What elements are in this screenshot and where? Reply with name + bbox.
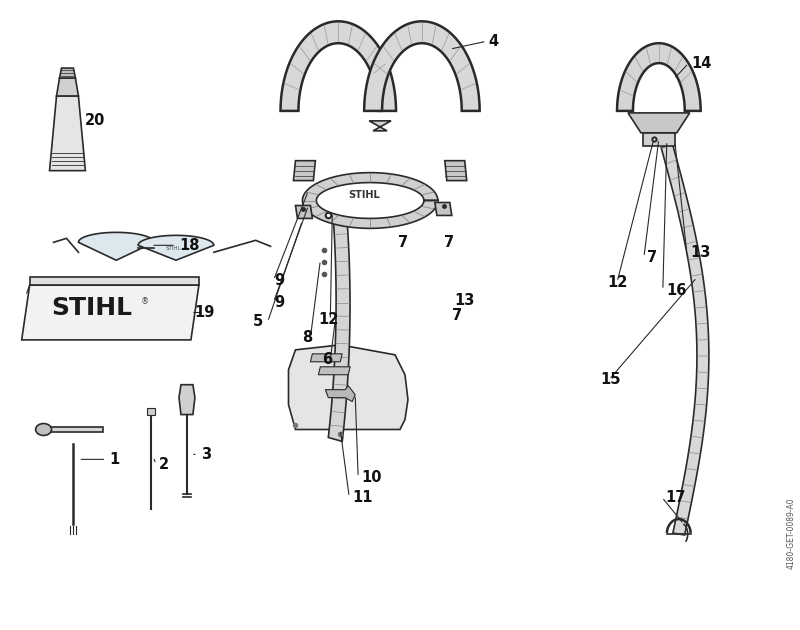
Polygon shape: [57, 78, 78, 96]
Text: 4: 4: [489, 34, 498, 49]
Text: 2: 2: [159, 457, 169, 472]
Polygon shape: [179, 385, 195, 415]
Text: 9: 9: [274, 273, 285, 288]
Text: 20: 20: [84, 113, 105, 129]
Text: 3: 3: [201, 447, 211, 462]
Text: 7: 7: [452, 307, 462, 323]
Polygon shape: [445, 161, 466, 181]
Polygon shape: [59, 68, 75, 78]
Text: 12: 12: [318, 312, 338, 328]
Polygon shape: [643, 133, 674, 146]
Text: STIHL: STIHL: [166, 246, 182, 251]
Polygon shape: [328, 219, 350, 442]
Polygon shape: [295, 205, 312, 219]
Text: STIHL: STIHL: [51, 295, 133, 319]
Text: 11: 11: [352, 490, 373, 505]
Text: 10: 10: [361, 470, 382, 484]
Polygon shape: [22, 285, 199, 340]
Text: 4180-GET-0089-A0: 4180-GET-0089-A0: [786, 497, 796, 569]
Polygon shape: [281, 21, 396, 111]
Text: 14: 14: [692, 55, 712, 71]
Text: ®: ®: [141, 297, 150, 307]
Text: 13: 13: [454, 292, 475, 307]
Polygon shape: [628, 113, 690, 133]
Polygon shape: [30, 277, 199, 285]
Text: 8: 8: [302, 330, 313, 345]
Text: 18: 18: [179, 238, 199, 253]
Text: 7: 7: [647, 249, 657, 265]
Polygon shape: [310, 354, 342, 362]
Text: 15: 15: [600, 372, 621, 387]
Ellipse shape: [36, 423, 51, 435]
Polygon shape: [364, 21, 480, 111]
Polygon shape: [138, 236, 214, 260]
Text: 17: 17: [665, 490, 686, 505]
Text: 9: 9: [274, 295, 285, 309]
Polygon shape: [78, 232, 154, 260]
Text: 7: 7: [444, 235, 454, 250]
Text: 6: 6: [322, 352, 333, 367]
Text: 19: 19: [194, 305, 214, 320]
Polygon shape: [318, 367, 350, 375]
Text: 16: 16: [666, 283, 686, 297]
Polygon shape: [435, 202, 452, 215]
Polygon shape: [294, 161, 315, 181]
Text: 13: 13: [690, 245, 711, 260]
Polygon shape: [43, 427, 103, 432]
Polygon shape: [326, 386, 355, 401]
Polygon shape: [369, 121, 391, 131]
Polygon shape: [289, 345, 408, 430]
Polygon shape: [661, 144, 709, 535]
Text: 12: 12: [607, 275, 627, 290]
Text: 5: 5: [253, 314, 263, 329]
Polygon shape: [50, 96, 86, 171]
Polygon shape: [617, 43, 701, 111]
Text: STIHL: STIHL: [348, 190, 380, 200]
Polygon shape: [147, 408, 155, 415]
Text: 1: 1: [110, 452, 119, 467]
Text: 7: 7: [398, 235, 408, 250]
Polygon shape: [302, 173, 438, 229]
